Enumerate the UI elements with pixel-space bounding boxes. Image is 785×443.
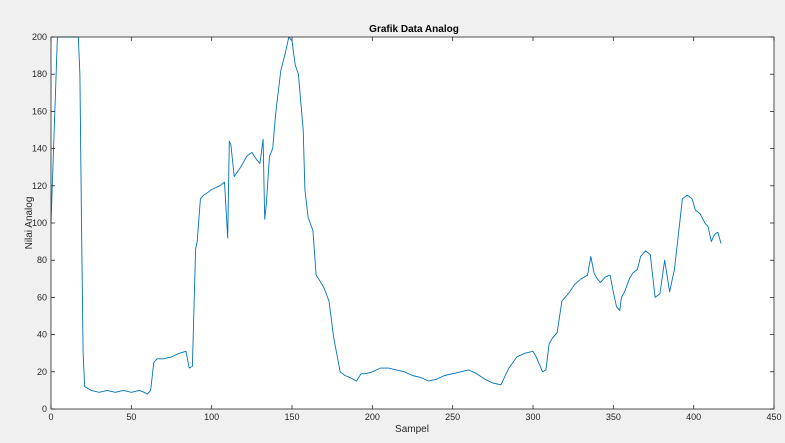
x-tick-label: 400 [686, 412, 701, 422]
series-line [50, 36, 722, 395]
plot-area [51, 37, 774, 409]
x-axis: 0 50 100 150 200 250 300 350 400 450 [48, 37, 782, 422]
x-axis-label: Sampel [395, 424, 429, 435]
x-tick-label: 250 [445, 412, 460, 422]
x-tick-label: 100 [204, 412, 219, 422]
y-tick-label: 180 [32, 69, 47, 79]
y-tick-label: 0 [42, 404, 47, 414]
y-axis-label: Nilai Analog [24, 197, 35, 250]
y-tick-label: 40 [37, 330, 47, 340]
y-tick-label: 200 [32, 32, 47, 42]
y-tick-label: 120 [32, 181, 47, 191]
data-series [50, 36, 722, 395]
x-tick-label: 300 [525, 412, 540, 422]
x-tick-label: 150 [284, 412, 299, 422]
x-tick-label: 200 [365, 412, 380, 422]
y-tick-label: 80 [37, 255, 47, 265]
y-tick-label: 140 [32, 144, 47, 154]
x-tick-label: 350 [606, 412, 621, 422]
y-tick-label: 20 [37, 367, 47, 377]
chart-title: Grafik Data Analog [369, 24, 459, 35]
x-tick-label: 450 [766, 412, 781, 422]
y-axis: 0 20 40 60 80 100 120 140 160 180 200 [32, 32, 774, 414]
x-tick-label: 50 [126, 412, 136, 422]
y-tick-label: 100 [32, 218, 47, 228]
x-tick-label: 0 [48, 412, 53, 422]
y-tick-label: 160 [32, 106, 47, 116]
y-tick-label: 60 [37, 292, 47, 302]
